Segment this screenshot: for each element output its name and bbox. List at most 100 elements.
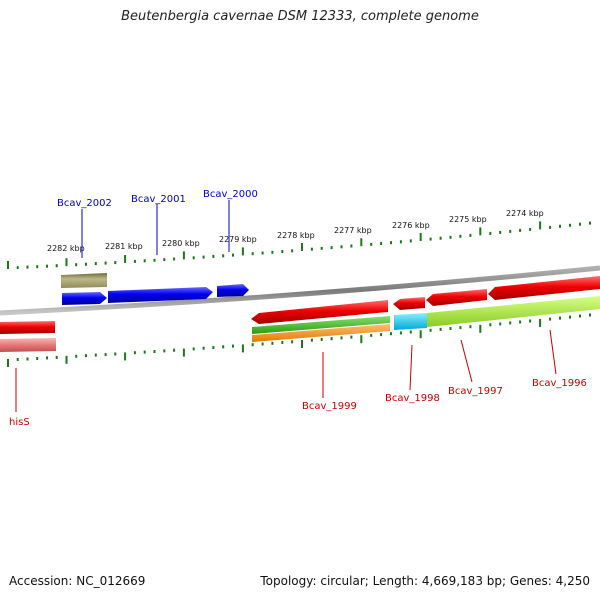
major-tick	[65, 355, 68, 364]
minor-tick	[569, 223, 571, 227]
major-tick	[360, 335, 363, 344]
minor-tick	[202, 346, 205, 350]
bottom-gene-labels: hisS Bcav_1999 Bcav_1998 Bcav_1997 Bcav_…	[9, 378, 587, 428]
leader-line	[549, 329, 557, 375]
major-tick	[7, 359, 9, 367]
top-leader-lines	[81, 200, 230, 258]
minor-tick	[459, 326, 462, 330]
minor-tick	[163, 258, 166, 262]
accession-text: Accession: NC_012669	[9, 574, 146, 588]
minor-tick	[549, 317, 552, 321]
minor-tick	[104, 353, 107, 357]
minor-tick	[222, 345, 225, 349]
major-tick	[479, 324, 482, 333]
minor-tick	[569, 315, 571, 319]
bottom-leader-lines	[15, 329, 557, 412]
major-tick	[360, 238, 363, 247]
minor-tick	[529, 227, 532, 231]
gene-label-hisS[interactable]: hisS	[9, 417, 30, 428]
orange-feature[interactable]	[252, 324, 390, 342]
gene-label-bcav-1998[interactable]: Bcav_1998	[385, 393, 440, 404]
scale-label: 2282 kbp	[47, 244, 85, 253]
minor-tick	[192, 347, 195, 351]
genome-summary-text: Topology: circular; Length: 4,669,183 bp…	[260, 574, 590, 588]
cyan-feature[interactable]	[394, 313, 427, 330]
gene-label-bcav-1999[interactable]: Bcav_1999	[302, 401, 357, 412]
minor-tick	[399, 331, 402, 335]
minor-tick	[589, 221, 591, 225]
minor-tick	[449, 327, 452, 330]
pink-feature[interactable]	[0, 338, 56, 352]
lime-feature[interactable]	[427, 296, 600, 327]
minor-tick	[26, 357, 29, 361]
minor-tick	[133, 351, 136, 355]
minor-tick	[251, 252, 254, 256]
major-tick	[539, 319, 542, 327]
minor-tick	[589, 313, 591, 317]
minor-tick	[320, 246, 323, 250]
minor-tick	[75, 354, 78, 358]
minor-tick	[439, 236, 442, 240]
scale-label: 2279 kbp	[219, 235, 257, 244]
minor-tick	[409, 330, 412, 334]
minor-tick	[390, 332, 392, 336]
gene-label-bcav-1996[interactable]: Bcav_1996	[532, 378, 587, 389]
minor-tick	[519, 228, 522, 232]
minor-tick	[104, 261, 107, 265]
leader-line	[409, 344, 413, 391]
minor-tick	[439, 327, 442, 331]
minor-tick	[271, 250, 274, 254]
minor-tick	[173, 348, 176, 352]
minor-tick	[380, 242, 383, 245]
minor-tick	[499, 322, 502, 326]
gene-label-bcav-2000[interactable]: Bcav_2000	[203, 189, 258, 200]
major-tick	[419, 233, 422, 241]
minor-tick	[350, 244, 353, 248]
genome-backbone	[0, 265, 600, 316]
gene-label-bcav-1997[interactable]: Bcav_1997	[448, 386, 503, 397]
reverse-strand-genes	[0, 276, 600, 334]
gene-bcav-2000[interactable]	[217, 284, 249, 297]
gene-bcav-2001[interactable]	[108, 287, 213, 303]
minor-tick	[143, 350, 146, 354]
gene-bcav-1998[interactable]	[393, 297, 425, 310]
minor-tick	[212, 346, 215, 349]
major-tick	[301, 243, 303, 251]
gene-bcav-2002[interactable]	[62, 292, 107, 305]
minor-tick	[310, 247, 313, 251]
inner-scale-ticks	[7, 313, 591, 367]
gene-label-bcav-2002[interactable]: Bcav_2002	[57, 198, 112, 209]
minor-tick	[549, 225, 552, 229]
minor-tick	[489, 231, 492, 235]
minor-tick	[340, 245, 343, 249]
minor-tick	[114, 352, 117, 356]
leader-line	[460, 339, 473, 383]
minor-tick	[251, 343, 254, 347]
minor-tick	[143, 259, 146, 263]
minor-tick	[330, 246, 333, 250]
minor-tick	[133, 259, 136, 263]
top-gene-labels: Bcav_2002 Bcav_2001 Bcav_2000	[57, 189, 258, 209]
minor-tick	[459, 234, 462, 238]
gene-label-bcav-2001[interactable]: Bcav_2001	[131, 194, 186, 205]
gene-bcav-1999[interactable]	[251, 300, 388, 324]
minor-tick	[163, 349, 166, 353]
gene-bcav-1997[interactable]	[426, 289, 487, 306]
minor-tick	[519, 320, 522, 324]
minor-tick	[46, 356, 48, 360]
inner-features	[0, 296, 600, 352]
genome-title: Beutenbergia cavernae DSM 12333, complet…	[121, 9, 479, 24]
major-tick	[182, 251, 185, 260]
gene-hisS[interactable]	[0, 321, 55, 334]
minor-tick	[370, 333, 373, 337]
minor-tick	[281, 250, 284, 253]
gene-bcav-1996[interactable]	[488, 276, 600, 300]
minor-tick	[16, 358, 19, 361]
minor-tick	[559, 224, 561, 228]
major-tick	[419, 330, 422, 339]
olive-feature[interactable]	[61, 273, 107, 288]
minor-tick	[469, 233, 472, 237]
minor-tick	[202, 255, 205, 259]
green-feature[interactable]	[252, 316, 390, 334]
major-tick	[301, 340, 303, 348]
